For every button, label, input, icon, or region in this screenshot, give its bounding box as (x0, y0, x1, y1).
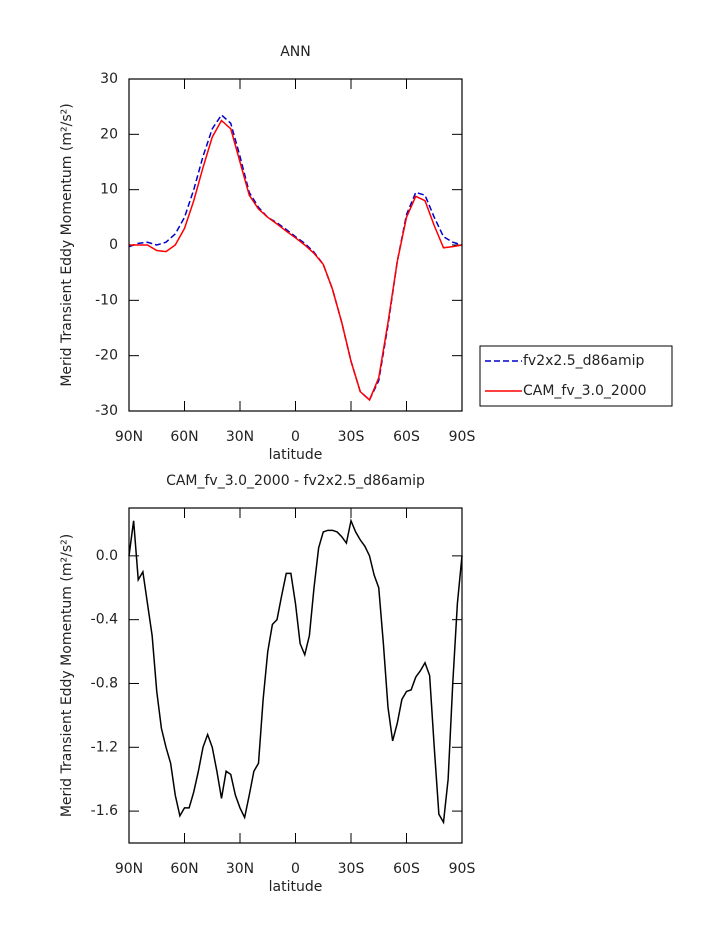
x-axis-label: latitude (269, 879, 323, 895)
legend-box (479, 345, 673, 407)
x-tick-label: 90N (115, 429, 143, 445)
x-tick-label: 90S (449, 429, 476, 445)
legend-label: CAM_fv_3.0_2000 (523, 383, 647, 399)
y-tick-label: 20 (100, 126, 118, 142)
y-tick-label: 10 (100, 182, 118, 198)
x-tick-label: 90N (115, 861, 143, 877)
y-tick-label: 0.0 (96, 548, 118, 564)
plot-frame (128, 507, 463, 844)
chart-title: ANN (280, 44, 311, 60)
legend-label: fv2x2.5_d86amip (523, 353, 644, 369)
series-line (129, 119, 463, 402)
y-tick-label: -1.6 (91, 803, 118, 819)
y-tick-label: -20 (95, 348, 118, 364)
x-tick-label: 30N (226, 861, 254, 877)
x-tick-label: 60N (170, 429, 198, 445)
y-tick-label: -0.8 (91, 675, 118, 691)
y-tick-label: -0.4 (91, 612, 118, 628)
x-tick-label: 0 (291, 861, 300, 877)
y-axis-label: Merid Transient Eddy Momentum (m²/s²) (59, 103, 75, 386)
y-tick-label: -30 (95, 403, 118, 419)
x-tick-label: 30N (226, 429, 254, 445)
x-axis-label: latitude (269, 447, 323, 463)
x-tick-label: 30S (338, 861, 365, 877)
x-tick-label: 0 (291, 429, 300, 445)
x-tick-label: 90S (449, 861, 476, 877)
y-tick-label: -10 (95, 292, 118, 308)
y-axis-label: Merid Transient Eddy Momentum (m²/s²) (59, 534, 75, 817)
x-tick-label: 60S (393, 429, 420, 445)
plot-frame (128, 78, 463, 412)
x-tick-label: 60S (393, 861, 420, 877)
series-line (128, 518, 463, 825)
chart-title: CAM_fv_3.0_2000 - fv2x2.5_d86amip (166, 473, 425, 489)
y-tick-label: -1.2 (91, 739, 118, 755)
series-line (128, 113, 463, 402)
y-tick-label: 0 (109, 237, 118, 253)
x-tick-label: 60N (170, 861, 198, 877)
x-tick-label: 30S (338, 429, 365, 445)
y-tick-label: 30 (100, 71, 118, 87)
